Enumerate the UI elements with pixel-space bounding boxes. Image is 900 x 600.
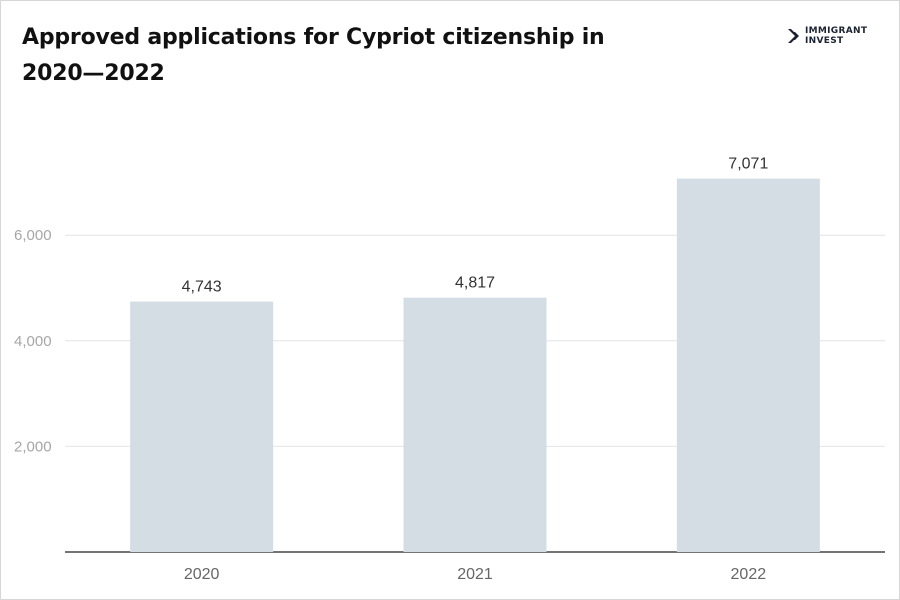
y-tick-label: 4,000	[14, 333, 52, 350]
x-tick-label: 2022	[731, 566, 767, 583]
y-tick-label: 2,000	[14, 438, 52, 455]
chart-title: Approved applications for Cypriot citize…	[22, 25, 605, 86]
logo-text-line2: INVEST	[805, 36, 844, 46]
bars	[130, 178, 820, 553]
logo-text-line1: IMMIGRANT	[805, 26, 868, 36]
data-label: 4,743	[182, 279, 222, 296]
bar	[130, 301, 274, 552]
bar	[403, 297, 547, 552]
x-tick-label: 2020	[184, 566, 220, 583]
y-tick-label: 6,000	[14, 227, 52, 244]
x-tick-label: 2021	[457, 566, 493, 583]
chevron-logo-icon	[788, 29, 799, 43]
bar	[676, 178, 820, 553]
data-label: 4,817	[455, 275, 495, 292]
data-label: 7,071	[728, 156, 768, 173]
labels: 2,000 4,000 6,000 4,743 2020 4,817 2021 7,071 20…	[14, 156, 768, 583]
brand-logo: IMMIGRANT INVEST	[787, 26, 887, 48]
